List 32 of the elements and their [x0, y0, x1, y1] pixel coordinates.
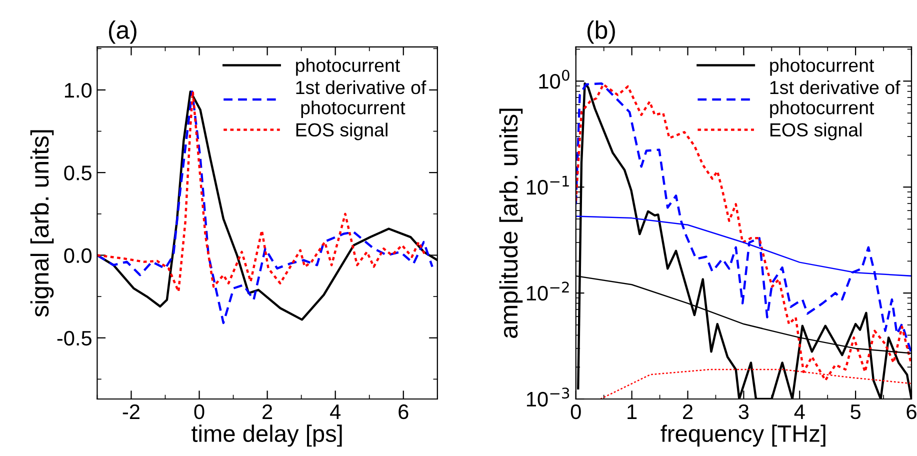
legend-label: EOS signal: [770, 122, 862, 140]
legend-label: EOS signal: [296, 122, 388, 140]
chart-title: (b): [587, 20, 615, 44]
y-tick-label: 10$^{−1}$: [526, 176, 569, 195]
x-tick-label: 0: [194, 404, 204, 420]
x-tick-label: -2: [122, 404, 140, 419]
y-tick-label: -0.5: [57, 330, 92, 346]
y-axis-title: signal [arb. units]: [30, 130, 54, 317]
legend-label: 1st derivative of photocurrent: [296, 80, 426, 118]
x-tick-label: 6: [906, 404, 916, 420]
x-axis-title: time delay [ps]: [192, 424, 342, 447]
legend-label: photocurrent: [296, 58, 400, 76]
y-tick-label: 0.0: [64, 248, 92, 263]
x-tick-label: 4: [330, 404, 341, 419]
legend-label: photocurrent: [770, 58, 874, 76]
chart-title: (a): [108, 20, 136, 44]
x-tick-label: 2: [262, 404, 272, 419]
x-axis-title: frequency [THz]: [660, 424, 826, 447]
y-tick-label: 10$^{0}$: [539, 70, 570, 89]
x-tick-label: 2: [683, 404, 692, 419]
y-tick-label: 10$^{−3}$: [526, 388, 570, 407]
x-tick-label: 5: [850, 404, 860, 420]
y-tick-label: 1.0: [64, 82, 92, 98]
x-tick-label: 0: [570, 404, 581, 420]
x-tick-label: 1: [628, 404, 637, 419]
y-axis-title: amplitude [arb. units]: [499, 108, 523, 338]
x-tick-label: 3: [738, 404, 749, 420]
y-tick-label: 0.5: [64, 166, 92, 180]
x-tick-label: 6: [398, 404, 408, 420]
x-tick-label: 4: [794, 404, 805, 419]
y-tick-label: 10$^{−2}$: [526, 282, 569, 301]
legend-label: 1st derivative of photocurrent: [770, 80, 900, 118]
